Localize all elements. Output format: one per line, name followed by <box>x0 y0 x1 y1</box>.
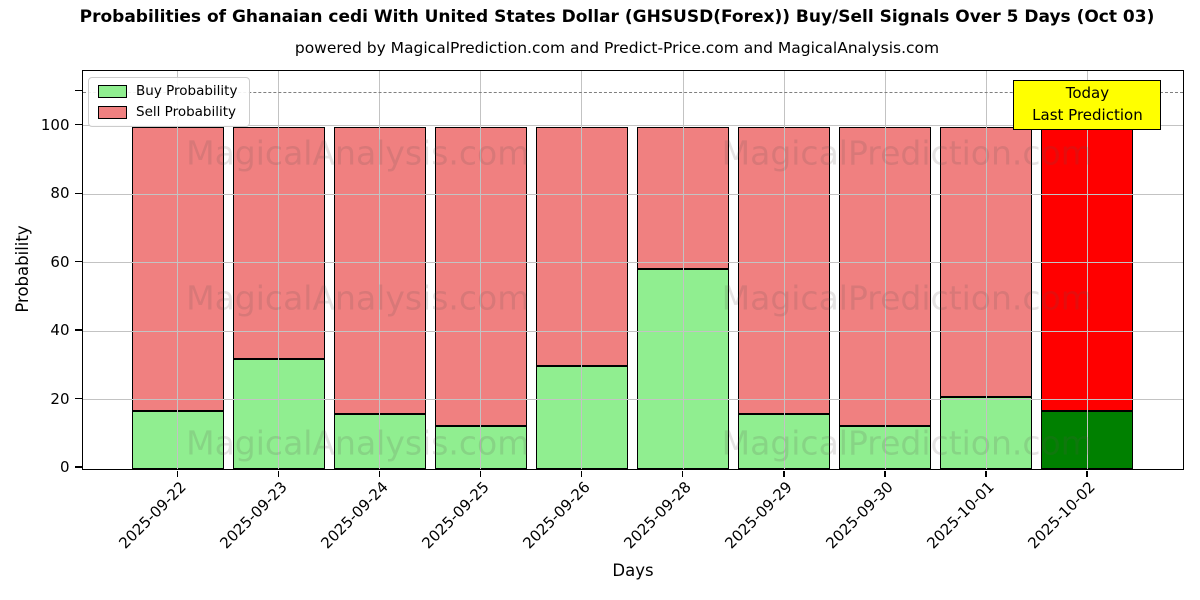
y-tick-label-100: 100 <box>40 115 70 134</box>
gridline-x-2025-09-29 <box>783 71 785 469</box>
gridline-x-2025-09-24 <box>379 71 381 469</box>
legend-entry-buy: Buy Probability <box>98 83 238 99</box>
x-tick-2025-09-25 <box>479 471 482 477</box>
y-tick-0 <box>74 466 82 468</box>
y-tick-label-20: 20 <box>50 389 70 408</box>
x-axis-title: Days <box>612 561 654 580</box>
y-tick-minor-110 <box>74 89 82 92</box>
x-tick-2025-09-28 <box>682 471 684 477</box>
annotation-line-2: Last Prediction <box>1032 105 1143 124</box>
legend-entry-sell: Sell Probability <box>98 103 237 120</box>
threshold-dashed-line <box>83 91 1183 93</box>
legend-label-buy: Buy Probability <box>136 83 238 99</box>
y-tick-label-40: 40 <box>50 321 70 340</box>
gridline-x-2025-09-22 <box>177 71 179 469</box>
chart-subtitle: powered by MagicalPrediction.com and Pre… <box>294 39 940 57</box>
gridline-y-100 <box>83 125 1183 127</box>
gridline-x-2025-09-30 <box>884 71 886 469</box>
x-tick-2025-09-29 <box>783 471 785 477</box>
gridline-y-80 <box>83 193 1183 195</box>
y-tick-60 <box>74 260 82 263</box>
gridline-x-2025-09-28 <box>682 71 684 469</box>
y-tick-40 <box>74 329 82 331</box>
y-tick-100 <box>74 124 82 126</box>
y-tick-label-80: 80 <box>50 184 70 203</box>
chart-title: Probabilities of Ghanaian cedi With Unit… <box>79 7 1155 27</box>
gridline-x-2025-09-26 <box>581 71 583 469</box>
gridline-x-2025-09-25 <box>480 71 482 469</box>
x-tick-2025-09-23 <box>277 471 280 477</box>
y-axis-title: Probability <box>13 225 32 313</box>
x-tick-2025-10-02 <box>1086 471 1088 477</box>
buy-color-swatch <box>98 85 127 99</box>
x-tick-2025-10-01 <box>985 471 987 477</box>
x-tick-2025-09-30 <box>884 471 886 477</box>
legend-label-sell: Sell Probability <box>136 103 237 120</box>
annotation-line-1: Today <box>1065 84 1110 102</box>
gridline-x-2025-09-23 <box>278 71 280 469</box>
x-tick-2025-09-26 <box>580 471 583 477</box>
gridline-x-2025-10-01 <box>985 71 987 469</box>
plot-area: MagicalAnalysis.comMagicalPrediction.com… <box>82 70 1184 470</box>
gridline-x-2025-10-02 <box>1086 71 1088 469</box>
legend: Buy Probability Sell Probability <box>88 77 251 127</box>
today-annotation: Today Last Prediction <box>1013 80 1162 130</box>
gridline-y-20 <box>83 399 1183 401</box>
x-tick-2025-09-24 <box>378 471 381 477</box>
gridline-y-60 <box>83 262 1183 264</box>
y-tick-80 <box>74 192 82 194</box>
y-tick-label-0: 0 <box>59 458 70 476</box>
x-tick-2025-09-22 <box>176 471 178 477</box>
gridline-y-40 <box>83 330 1183 332</box>
sell-color-swatch <box>98 105 127 119</box>
y-tick-label-60: 60 <box>50 252 70 271</box>
y-tick-20 <box>74 397 82 400</box>
